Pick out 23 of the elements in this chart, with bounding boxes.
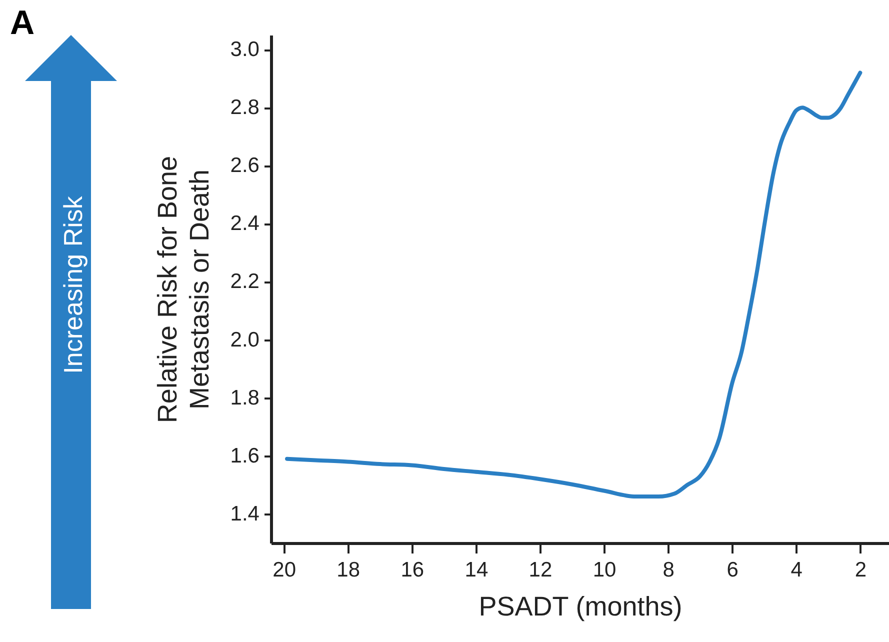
x-axis-title: PSADT (months): [478, 592, 682, 622]
y-tick-label: 2.2: [230, 270, 260, 294]
y-axis-title: Relative Risk for Bone Metastasis or Death: [152, 156, 214, 424]
y-tick-label: 2.8: [230, 96, 260, 120]
y-tick-label: 1.4: [230, 502, 260, 526]
x-tick-label: 14: [464, 558, 488, 582]
y-tick-label: 2.0: [230, 328, 260, 352]
y-tick-label: 2.6: [230, 154, 260, 178]
x-tick-label: 10: [592, 558, 616, 582]
x-tick-label: 18: [336, 558, 360, 582]
x-tick-label: 12: [528, 558, 552, 582]
y-tick-label: 1.6: [230, 444, 260, 468]
y-tick-label: 1.8: [230, 386, 260, 410]
arrow-icon: Increasing Risk: [25, 35, 117, 609]
x-tick-label: 16: [400, 558, 424, 582]
x-tick-label: 6: [726, 558, 738, 582]
y-tick-label: 3.0: [230, 38, 260, 62]
y-tick-label: 2.4: [230, 212, 260, 236]
x-tick-label: 20: [272, 558, 296, 582]
x-tick-label: 4: [790, 558, 803, 582]
x-tick-label: 8: [662, 558, 674, 582]
x-tick-label: 2: [854, 558, 867, 582]
line-series: [285, 70, 862, 499]
